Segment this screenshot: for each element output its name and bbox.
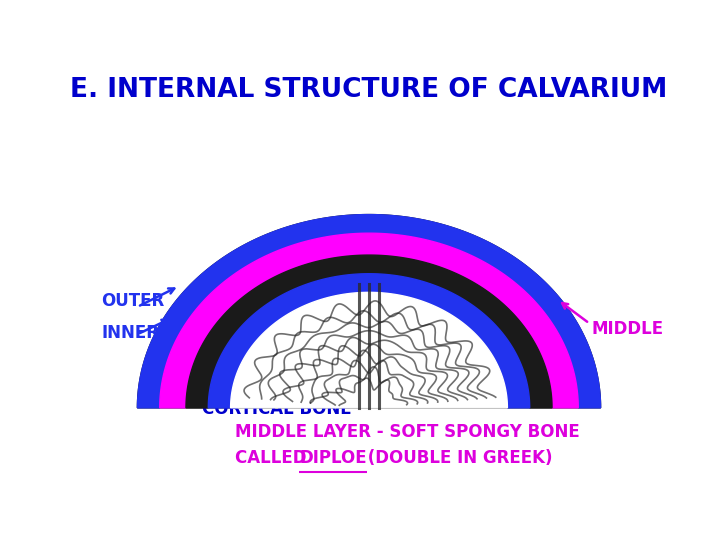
- Polygon shape: [138, 214, 600, 408]
- Text: INNER: INNER: [101, 324, 159, 342]
- Polygon shape: [160, 233, 578, 408]
- Text: OUTER: OUTER: [101, 292, 164, 310]
- Text: MIDDLE LAYER - SOFT SPONGY BONE: MIDDLE LAYER - SOFT SPONGY BONE: [235, 423, 580, 441]
- Text: (DOUBLE IN GREEK): (DOUBLE IN GREEK): [362, 449, 553, 468]
- Polygon shape: [208, 274, 530, 408]
- Text: 1.  INNER & OUTER TABLES - HARD: 1. INNER & OUTER TABLES - HARD: [202, 375, 525, 393]
- Polygon shape: [230, 292, 508, 408]
- Polygon shape: [138, 214, 600, 408]
- Polygon shape: [186, 255, 552, 408]
- Text: E. INTERNAL STRUCTURE OF CALVARIUM: E. INTERNAL STRUCTURE OF CALVARIUM: [71, 77, 667, 103]
- Text: CORTICAL BONE: CORTICAL BONE: [202, 400, 351, 417]
- Text: DIPLOE: DIPLOE: [300, 449, 367, 468]
- Text: CALLED: CALLED: [235, 449, 312, 468]
- Text: MIDDLE: MIDDLE: [591, 320, 663, 338]
